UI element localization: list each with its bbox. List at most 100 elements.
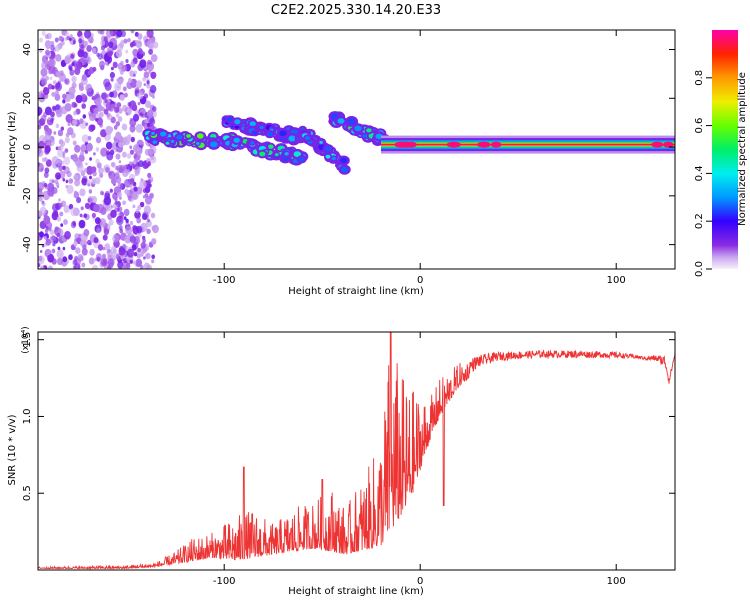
noise-blob bbox=[116, 146, 119, 150]
noise-blob bbox=[136, 253, 141, 259]
noise-blob bbox=[117, 261, 124, 269]
noise-blob bbox=[39, 37, 43, 43]
noise-blob bbox=[133, 236, 141, 245]
noise-blob bbox=[43, 124, 49, 132]
noise-blob bbox=[106, 113, 113, 121]
noise-blob bbox=[73, 190, 78, 195]
noise-blob bbox=[55, 146, 59, 151]
band-blob-core bbox=[324, 146, 332, 152]
band-blob-core bbox=[284, 152, 289, 156]
noise-blob bbox=[125, 263, 131, 269]
noise-blob bbox=[121, 151, 127, 158]
band-blob-core bbox=[362, 134, 368, 138]
noise-blob bbox=[143, 205, 152, 215]
noise-blob bbox=[142, 195, 146, 199]
noise-blob bbox=[52, 106, 57, 112]
noise-blob bbox=[54, 37, 59, 43]
noise-blob bbox=[39, 48, 43, 53]
noise-blob bbox=[142, 76, 147, 82]
noise-blob bbox=[97, 53, 103, 60]
band-blob-core bbox=[331, 156, 336, 161]
noise-blob bbox=[48, 227, 52, 232]
noise-blob bbox=[122, 265, 127, 269]
noise-blob bbox=[85, 122, 89, 126]
noise-blob bbox=[134, 173, 138, 177]
noise-blob bbox=[71, 76, 77, 83]
noise-blob bbox=[59, 144, 64, 151]
noise-blob bbox=[46, 249, 51, 256]
noise-blob bbox=[60, 106, 68, 115]
noise-blob bbox=[133, 113, 140, 122]
band-blob-core bbox=[298, 157, 305, 162]
noise-blob bbox=[52, 80, 57, 85]
noise-blob bbox=[151, 259, 155, 264]
noise-blob bbox=[116, 102, 122, 108]
noise-blob bbox=[62, 151, 66, 155]
noise-blob bbox=[73, 174, 79, 181]
noise-blob bbox=[40, 115, 47, 123]
noise-blob bbox=[50, 44, 55, 51]
noise-blob bbox=[67, 122, 71, 127]
noise-blob bbox=[117, 116, 123, 122]
noise-blob bbox=[71, 82, 77, 89]
noise-blob bbox=[81, 134, 89, 144]
noise-blob bbox=[124, 234, 132, 244]
noise-blob bbox=[132, 159, 137, 165]
noise-blob bbox=[121, 64, 127, 72]
noise-blob bbox=[45, 239, 51, 246]
noise-blob bbox=[137, 205, 142, 211]
noise-blob bbox=[111, 103, 116, 109]
noise-blob bbox=[143, 256, 146, 260]
noise-blob bbox=[41, 244, 45, 248]
noise-blob bbox=[123, 92, 128, 98]
y-tick-label: 0.5 bbox=[22, 485, 33, 501]
noise-blob bbox=[108, 41, 114, 48]
noise-blob bbox=[143, 71, 150, 79]
band-blob-core bbox=[227, 116, 233, 122]
noise-blob bbox=[136, 225, 143, 234]
snr-panel: -100 0 100 0.5 1.0 1.5 (x10⁴) Height of strai… bbox=[7, 326, 676, 597]
noise-blob bbox=[38, 182, 44, 192]
noise-blob bbox=[74, 144, 81, 153]
noise-blob bbox=[127, 102, 132, 107]
noise-blob bbox=[44, 40, 52, 49]
noise-blob bbox=[115, 176, 122, 184]
noise-blob bbox=[93, 107, 99, 115]
noise-blob bbox=[91, 196, 98, 204]
noise-blob bbox=[109, 91, 114, 98]
noise-blob bbox=[96, 162, 102, 169]
noise-blob bbox=[78, 154, 85, 162]
noise-blob bbox=[102, 253, 106, 259]
band-hotspot bbox=[662, 141, 674, 148]
noise-blob bbox=[47, 83, 53, 90]
noise-blob bbox=[41, 78, 47, 86]
noise-blob bbox=[52, 203, 59, 212]
noise-blob bbox=[122, 86, 127, 92]
noise-blob bbox=[56, 174, 61, 180]
noise-blob bbox=[132, 144, 140, 153]
noise-blob bbox=[114, 82, 122, 92]
noise-blob bbox=[144, 118, 149, 124]
noise-blob bbox=[40, 265, 45, 269]
noise-blob bbox=[107, 50, 113, 58]
noise-blob bbox=[61, 161, 64, 165]
noise-blob bbox=[96, 227, 101, 233]
noise-blob bbox=[146, 264, 152, 269]
noise-blob bbox=[86, 179, 92, 187]
noise-blob bbox=[73, 110, 77, 116]
noise-blob bbox=[105, 102, 113, 111]
noise-blob bbox=[43, 182, 48, 188]
noise-blob bbox=[88, 124, 95, 132]
noise-blob bbox=[131, 190, 139, 201]
noise-blob bbox=[100, 45, 106, 51]
noise-blob bbox=[137, 48, 143, 55]
noise-blob bbox=[55, 182, 60, 187]
noise-blob bbox=[88, 112, 96, 122]
noise-blob bbox=[74, 62, 82, 71]
noise-blob bbox=[108, 219, 114, 226]
noise-blob bbox=[58, 35, 63, 42]
band-blob-core bbox=[354, 125, 362, 132]
band-blob-core bbox=[337, 118, 345, 124]
noise-blob bbox=[91, 178, 97, 185]
noise-blob bbox=[85, 56, 92, 65]
